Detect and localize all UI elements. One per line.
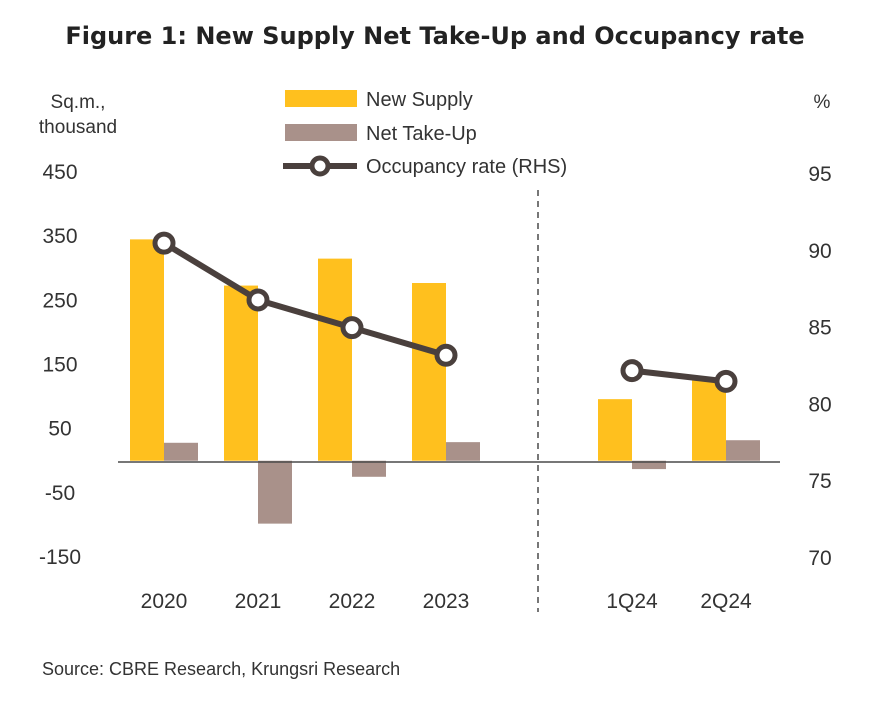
occupancy-point xyxy=(620,359,644,383)
new-supply-bar xyxy=(412,283,446,461)
right-tick-label: 90 xyxy=(808,240,831,263)
left-axis-unit-line-2: thousand xyxy=(39,117,117,138)
right-tick-label: 95 xyxy=(808,163,831,186)
right-tick-label: 80 xyxy=(808,393,831,416)
net-take-up-bar xyxy=(632,460,666,470)
left-tick-label: -150 xyxy=(39,546,81,569)
occupancy-point xyxy=(152,231,176,255)
bars xyxy=(130,239,760,524)
x-tick-label: 2021 xyxy=(235,590,282,613)
occupancy-point xyxy=(714,369,738,393)
x-tick-label: 2023 xyxy=(423,590,470,613)
legend: New Supply Net Take-Up Occupancy rate (RHS… xyxy=(283,89,567,178)
new-supply-bar xyxy=(224,285,258,461)
net-take-up-bar xyxy=(352,460,386,477)
net-take-up-bar xyxy=(164,442,198,461)
left-tick-label: 350 xyxy=(42,225,77,248)
x-tick-label: 2020 xyxy=(141,590,188,613)
occupancy-point xyxy=(340,316,364,340)
occupancy-line-annual xyxy=(162,240,447,359)
left-tick-label: 250 xyxy=(42,289,77,312)
x-tick-label: 1Q24 xyxy=(606,590,658,613)
new-supply-bar xyxy=(692,380,726,461)
chart-title: Figure 1: New Supply Net Take-Up and Occ… xyxy=(65,22,804,50)
right-tick-label: 70 xyxy=(808,547,831,570)
legend-marker-occupancy xyxy=(309,155,331,177)
occupancy-line-quarterly xyxy=(631,367,727,385)
x-tick-label: 2Q24 xyxy=(700,590,752,613)
left-axis-unit-line-1: Sq.m., xyxy=(51,92,106,113)
occupancy-point xyxy=(246,288,270,312)
left-tick-label: 450 xyxy=(42,161,77,184)
x-tick-label: 2022 xyxy=(329,590,376,613)
right-axis-ticks: 95 90 85 80 75 70 xyxy=(808,163,831,570)
legend-label-new-supply: New Supply xyxy=(366,89,473,111)
right-tick-label: 85 xyxy=(808,317,831,340)
left-tick-label: 50 xyxy=(48,418,71,441)
legend-swatch-new-supply xyxy=(285,90,357,107)
left-tick-label: 150 xyxy=(42,354,77,377)
legend-swatch-net-take-up xyxy=(285,124,357,141)
net-take-up-bar xyxy=(258,460,292,524)
net-take-up-bar xyxy=(726,440,760,461)
x-axis-labels: 2020 2021 2022 2023 1Q24 2Q24 xyxy=(141,590,752,613)
left-axis-ticks: 450 350 250 150 50 -50 -150 xyxy=(39,161,81,569)
new-supply-bar xyxy=(318,258,352,461)
left-tick-label: -50 xyxy=(45,482,75,505)
new-supply-bar xyxy=(598,399,632,461)
occupancy-point xyxy=(434,343,458,367)
right-axis-unit: % xyxy=(814,92,831,113)
net-take-up-bar xyxy=(446,442,480,461)
legend-label-net-take-up: Net Take-Up xyxy=(366,123,477,145)
legend-label-occupancy: Occupancy rate (RHS) xyxy=(366,156,567,178)
occupancy-line-series xyxy=(152,231,738,393)
new-supply-bar xyxy=(130,239,164,461)
source-note: Source: CBRE Research, Krungsri Research xyxy=(42,659,400,679)
right-tick-label: 75 xyxy=(808,470,831,493)
